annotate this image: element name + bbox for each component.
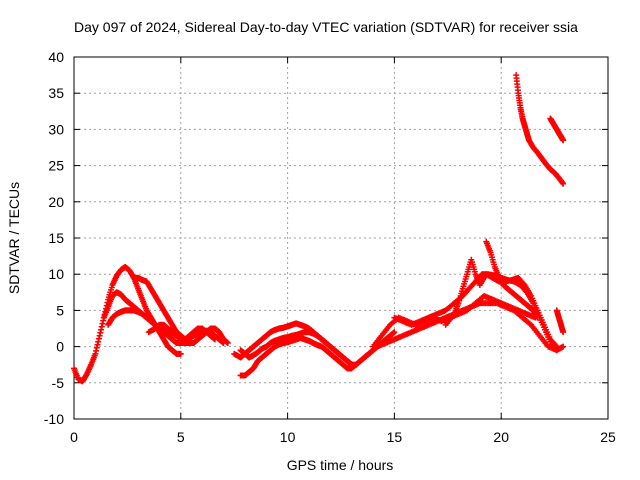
data-point bbox=[520, 280, 527, 287]
data-point bbox=[534, 314, 541, 321]
y-tick-label: 35 bbox=[48, 85, 64, 101]
x-tick-label: 15 bbox=[387, 429, 403, 445]
x-tick-label: 10 bbox=[280, 429, 296, 445]
y-tick-label: -10 bbox=[44, 411, 64, 427]
series-track-e bbox=[145, 321, 218, 343]
data-point bbox=[553, 343, 560, 350]
y-tick-label: 15 bbox=[48, 230, 64, 246]
y-tick-label: 40 bbox=[48, 49, 64, 65]
y-tick-label: 0 bbox=[56, 339, 64, 355]
data-point bbox=[560, 343, 567, 350]
y-tick-label: 20 bbox=[48, 194, 64, 210]
series-track-a bbox=[71, 263, 184, 385]
data-marks bbox=[71, 72, 567, 385]
data-point bbox=[560, 137, 567, 144]
x-tick-label: 25 bbox=[600, 429, 616, 445]
data-point bbox=[177, 350, 184, 357]
x-axis-label: GPS time / hours bbox=[287, 457, 394, 473]
data-point bbox=[552, 342, 559, 349]
series-track-d bbox=[130, 274, 231, 346]
x-tick-label: 20 bbox=[493, 429, 509, 445]
data-point bbox=[224, 339, 231, 346]
data-point bbox=[560, 180, 567, 187]
y-tick-label: 5 bbox=[56, 302, 64, 318]
series-track-c bbox=[105, 307, 227, 346]
data-point bbox=[560, 329, 567, 336]
series-track-m bbox=[483, 238, 541, 321]
y-tick-label: 25 bbox=[48, 158, 64, 174]
x-tick-label: 5 bbox=[177, 429, 185, 445]
series-track-o bbox=[547, 115, 567, 144]
y-axis-label: SDTVAR / TECUs bbox=[6, 182, 22, 294]
y-tick-label: -5 bbox=[52, 375, 65, 391]
y-tick-label: 30 bbox=[48, 121, 64, 137]
data-point bbox=[211, 336, 218, 343]
series-track-n bbox=[513, 72, 567, 187]
axis-ticks: 0 5 10 15 20 25 -10 -5 0 5 10 15 20 25 30 35 40 bbox=[44, 49, 616, 445]
data-point bbox=[391, 329, 398, 336]
series-track-g bbox=[237, 334, 355, 379]
x-tick-label: 0 bbox=[70, 429, 78, 445]
chart-title: Day 097 of 2024, Sidereal Day-to-day VTE… bbox=[74, 19, 578, 35]
series-track-p bbox=[553, 307, 567, 336]
y-tick-label: 10 bbox=[48, 266, 64, 282]
series-track-h bbox=[237, 329, 398, 368]
